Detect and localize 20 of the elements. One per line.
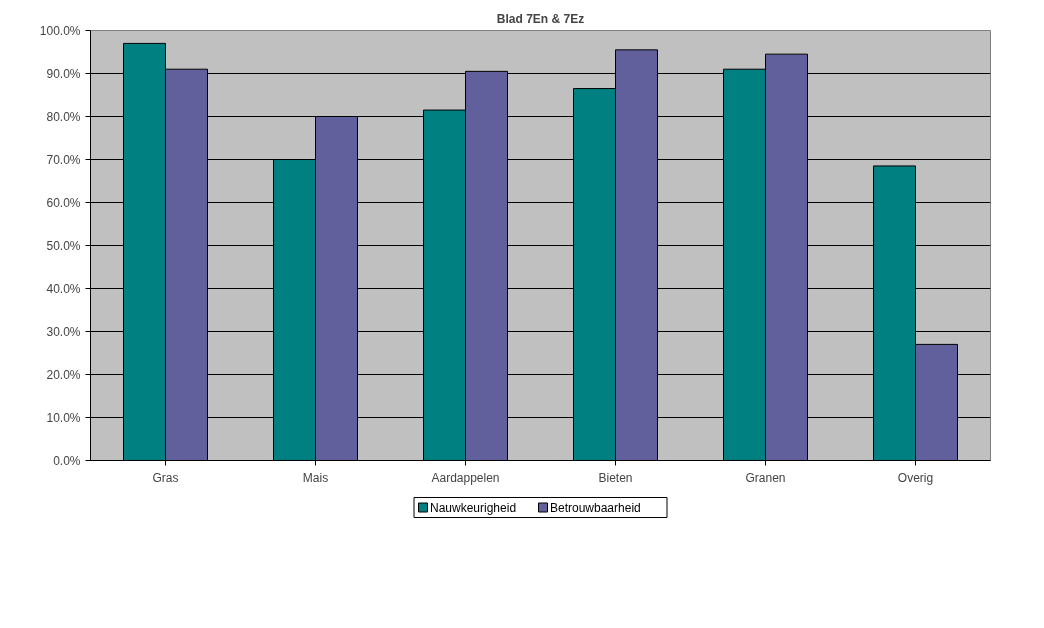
x-tick-label: Aardappelen bbox=[431, 470, 500, 485]
legend-label: Betrouwbaarheid bbox=[550, 500, 641, 515]
y-tick-label: 10.0% bbox=[46, 410, 81, 425]
y-tick-label: 70.0% bbox=[46, 152, 81, 167]
y-tick-label: 60.0% bbox=[46, 195, 81, 210]
y-tick-label: 90.0% bbox=[46, 66, 81, 81]
y-tick-label: 0.0% bbox=[53, 453, 81, 468]
y-tick-label: 20.0% bbox=[46, 367, 81, 382]
x-tick-label: Mais bbox=[302, 470, 329, 485]
chart-title: Blad 7En & 7Ez bbox=[496, 11, 585, 26]
x-tick-label: Overig bbox=[897, 470, 934, 485]
x-tick-label: Bieten bbox=[598, 470, 633, 485]
y-tick-label: 30.0% bbox=[46, 324, 81, 339]
x-tick-label: Granen bbox=[745, 470, 786, 485]
x-tick-label: Gras bbox=[152, 470, 179, 485]
legend-label: Nauwkeurigheid bbox=[430, 500, 517, 515]
y-tick-label: 80.0% bbox=[46, 109, 81, 124]
y-tick-label: 40.0% bbox=[46, 281, 81, 296]
y-tick-label: 50.0% bbox=[46, 238, 81, 253]
y-tick-label: 100.0% bbox=[39, 23, 81, 38]
